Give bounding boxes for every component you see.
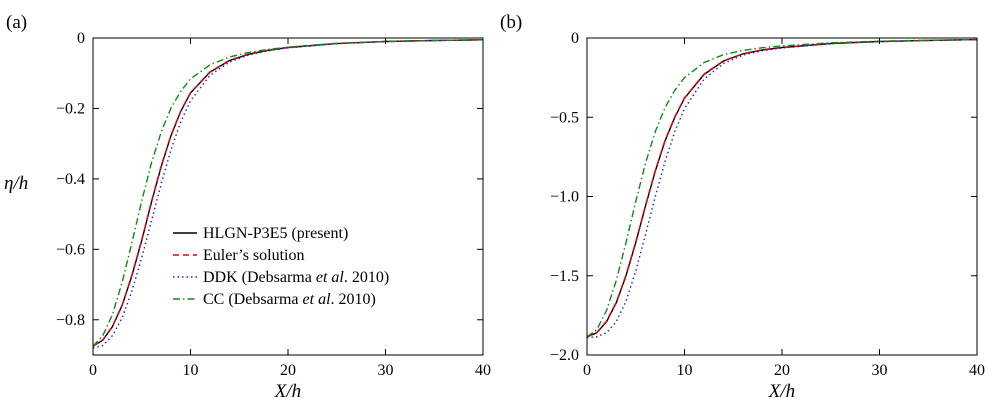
series-line-3 [587, 38, 977, 339]
y-tick-label: −0.5 [550, 109, 579, 126]
y-axis-label: η/h [4, 173, 28, 194]
y-tick-label: −1.5 [550, 268, 579, 285]
series-group [587, 38, 977, 339]
series-line-4 [587, 38, 977, 338]
panel-label: (a) [6, 12, 27, 33]
panel-b: (b) 0 10 20 30 40 0 −0.5 −1.0 −1.5 −2.0 X/h [500, 12, 985, 398]
y-tick-label: −0.2 [56, 100, 85, 117]
panel-a: (a) 0 10 20 30 40 0 −0.2 −0.4 −0.6 −0.8 X/h η/h HLGN-… [4, 12, 491, 398]
y-tick-label: 0 [571, 30, 579, 47]
x-tick-label: 10 [677, 362, 693, 379]
legend-label-part: et al [303, 291, 332, 308]
series-line-2 [93, 39, 483, 347]
legend-label-part: . 2010) [344, 269, 389, 286]
x-tick-label: 20 [280, 362, 296, 379]
legend: HLGN-P3E5 (present) Euler’s solution DDK (… [173, 225, 389, 308]
x-tick-label: 0 [89, 362, 97, 379]
x-tick-label: 30 [872, 362, 888, 379]
x-tick-label: 20 [774, 362, 790, 379]
x-tick-label: 40 [475, 362, 491, 379]
plot-frame [586, 37, 978, 356]
series-line-2 [587, 38, 977, 338]
y-tick-label: −0.6 [56, 241, 85, 258]
series-line-4 [93, 39, 483, 347]
y-tick-label: −2.0 [550, 347, 579, 364]
x-tick-label: 0 [583, 362, 591, 379]
series-line-3 [93, 39, 483, 349]
legend-label-part: CC (Debsarma [203, 291, 303, 308]
legend-label-part: et al [316, 269, 345, 286]
series-line-1 [587, 38, 977, 338]
x-axis-label: X/h [274, 381, 301, 398]
legend-label-part: DDK (Debsarma [203, 269, 316, 286]
x-axis-label: X/h [768, 381, 795, 398]
legend-label-1: HLGN-P3E5 (present) [203, 225, 348, 242]
legend-label-3: DDK (Debsarma et al. 2010) [203, 269, 389, 286]
series-group [93, 39, 483, 349]
x-tick-label: 10 [183, 362, 199, 379]
x-tick-label: 30 [378, 362, 394, 379]
legend-label-part: . 2010) [331, 291, 376, 308]
panel-label: (b) [500, 12, 522, 33]
legend-label-4: CC (Debsarma et al. 2010) [203, 291, 376, 308]
legend-label-2: Euler’s solution [203, 247, 304, 264]
y-tick-label: −0.8 [56, 312, 85, 329]
x-tick-label: 40 [969, 362, 985, 379]
y-tick-label: −0.4 [56, 171, 85, 188]
y-tick-label: 0 [77, 30, 85, 47]
y-tick-label: −1.0 [550, 189, 579, 206]
